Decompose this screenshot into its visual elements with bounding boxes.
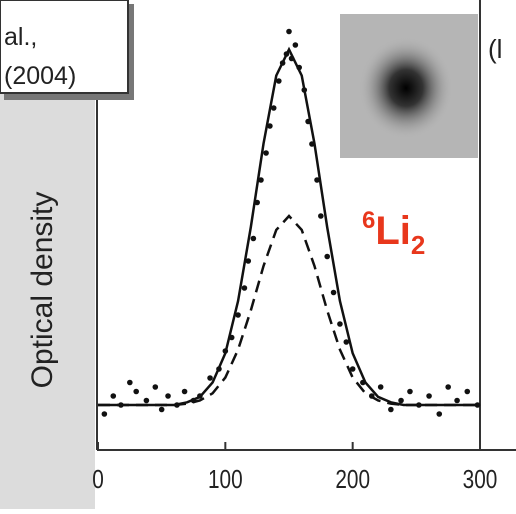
data-point [216, 366, 222, 372]
data-point [292, 42, 299, 48]
data-point [165, 393, 171, 399]
data-point [263, 150, 269, 156]
data-point [181, 388, 188, 395]
data-point [454, 397, 460, 404]
data-point [318, 213, 324, 219]
data-point [270, 105, 277, 111]
data-point [388, 406, 394, 413]
data-point [436, 411, 443, 417]
data-point [474, 402, 481, 408]
data-point [301, 87, 308, 93]
data-point [305, 118, 311, 125]
x-tick-label: 0 [92, 465, 104, 494]
data-point [324, 253, 331, 260]
annotation-base: Li [375, 209, 411, 253]
data-point [133, 388, 139, 395]
data-point [158, 406, 165, 413]
x-tick-label: 300 [463, 465, 498, 494]
data-point [174, 402, 180, 408]
data-point [360, 379, 366, 386]
data-point [464, 388, 471, 395]
data-point [267, 123, 273, 129]
panel-label: (l [488, 34, 502, 64]
data-point [377, 384, 384, 390]
data-point [337, 321, 343, 327]
data-point [207, 375, 213, 381]
annotation-sup: 6 [362, 207, 375, 234]
annotation: 6Li2 [362, 207, 425, 260]
data-point [296, 64, 302, 71]
y-axis-label: Optical density [26, 192, 59, 389]
data-point [416, 402, 422, 408]
data-point [254, 199, 260, 206]
x-tick-label: 100 [208, 465, 243, 494]
data-point [118, 402, 124, 408]
data-point [279, 60, 286, 66]
annotation-sub: 2 [411, 230, 425, 260]
data-point [143, 397, 150, 404]
data-point [314, 177, 320, 183]
data-point [222, 348, 229, 354]
data-point [190, 397, 197, 404]
data-point [445, 384, 451, 390]
data-point [127, 379, 133, 386]
data-point [330, 289, 337, 296]
inset-cloud [358, 36, 454, 140]
data-point [288, 55, 295, 62]
data-point [250, 235, 257, 242]
data-point [228, 334, 235, 341]
data-point [426, 393, 432, 399]
citation-line: al., [4, 23, 37, 51]
data-point [245, 258, 252, 264]
data-point [152, 384, 159, 390]
data-point [309, 141, 315, 147]
data-point [343, 339, 350, 345]
data-point [241, 285, 248, 291]
data-point [197, 393, 203, 399]
data-point [235, 312, 241, 318]
data-point [110, 393, 117, 399]
x-tick-label: 200 [335, 465, 370, 494]
data-point [283, 51, 290, 57]
data-point [101, 411, 108, 417]
data-point [368, 393, 375, 399]
data-point [258, 177, 264, 183]
data-point [349, 366, 356, 372]
data-point [398, 397, 404, 404]
data-point [407, 388, 413, 395]
citation-line: (2004) [4, 62, 76, 90]
data-point [286, 28, 292, 35]
citation-box [0, 0, 129, 94]
data-point [276, 78, 282, 84]
